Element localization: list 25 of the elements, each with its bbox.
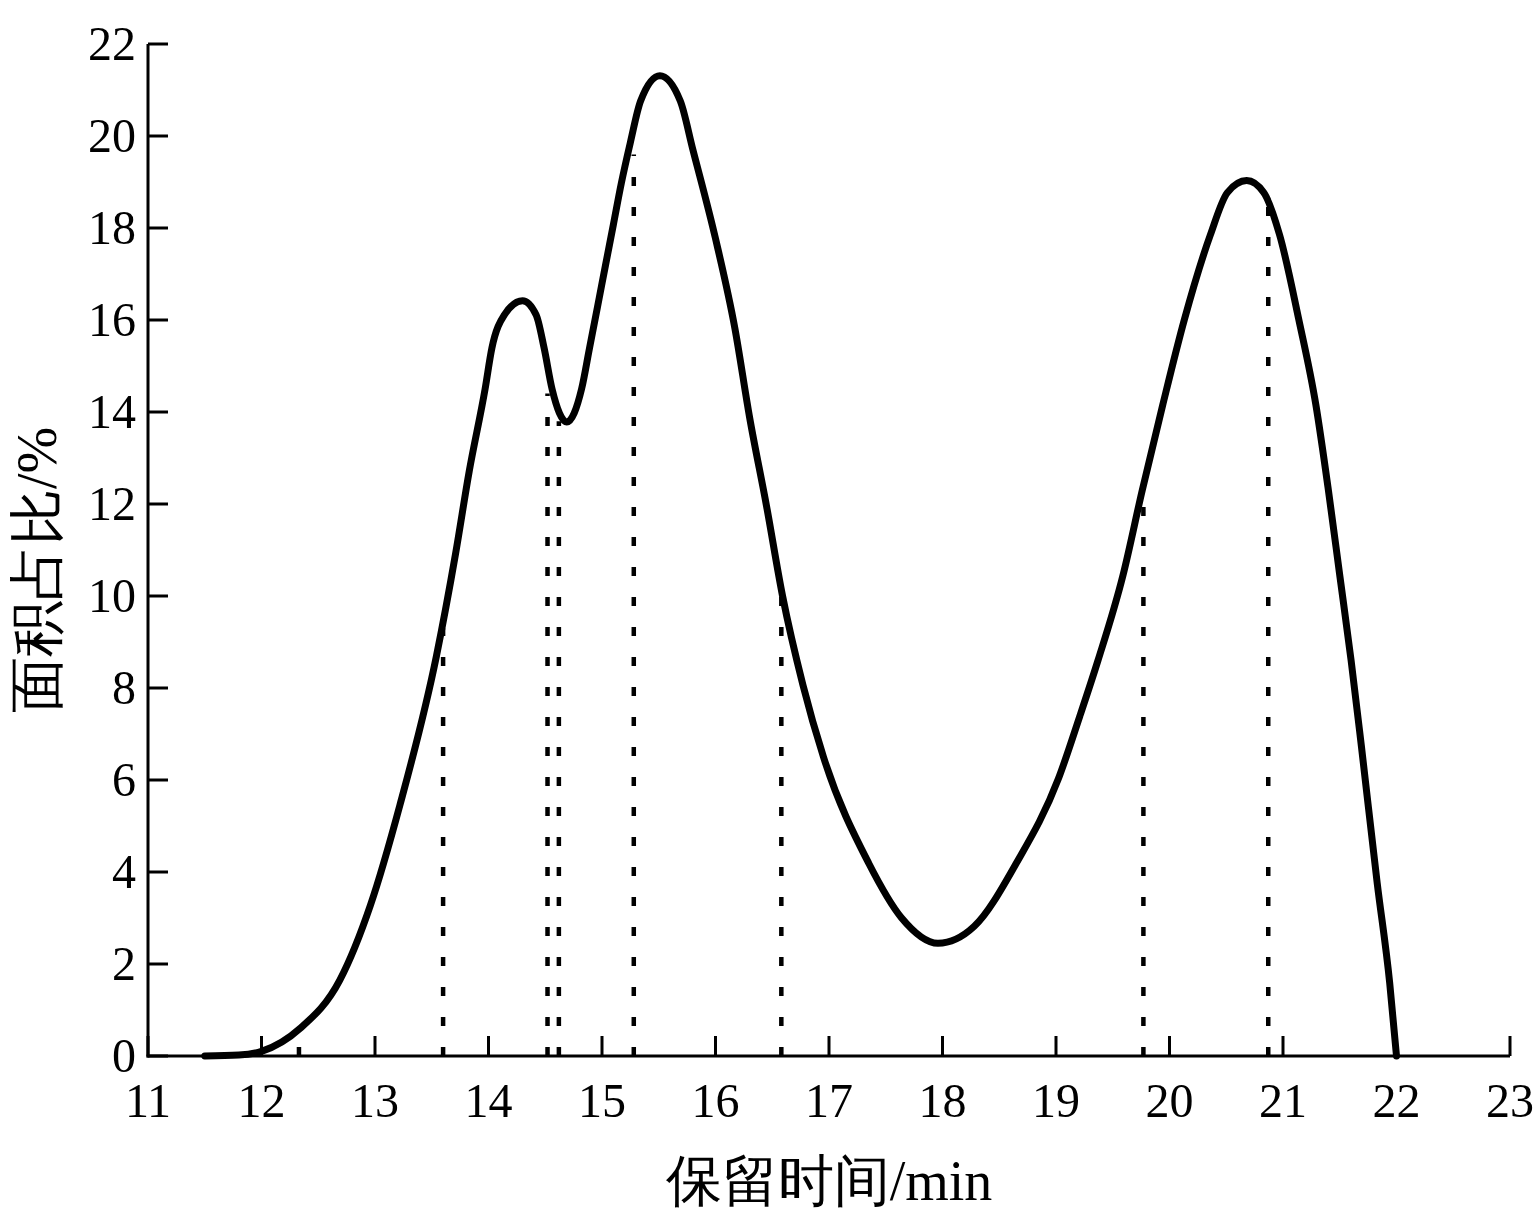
y-axis-title: 面积占比/% — [6, 426, 68, 714]
x-tick-label: 16 — [691, 1074, 740, 1127]
x-tick-label: 12 — [237, 1074, 286, 1127]
y-tick-label: 14 — [88, 385, 136, 438]
x-tick-label: 15 — [578, 1074, 626, 1127]
x-tick-label: 13 — [351, 1074, 399, 1127]
x-tick-label: 21 — [1259, 1074, 1307, 1127]
y-tick-label: 22 — [88, 17, 136, 70]
y-tick-label: 6 — [112, 753, 136, 806]
x-tick-label: 23 — [1486, 1074, 1534, 1127]
y-tick-label: 4 — [112, 845, 136, 898]
x-tick-label: 14 — [464, 1074, 513, 1127]
y-tick-label: 18 — [88, 201, 136, 254]
x-axis-title: 保留时间/min — [665, 1150, 993, 1212]
x-tick-label: 19 — [1032, 1074, 1080, 1127]
y-tick-label: 12 — [88, 477, 136, 530]
x-tick-label: 20 — [1145, 1074, 1194, 1127]
y-tick-label: 10 — [88, 569, 136, 622]
x-tick-label: 18 — [918, 1074, 967, 1127]
x-tick-label: 17 — [805, 1074, 853, 1127]
y-tick-label: 16 — [88, 293, 136, 346]
x-tick-label: 22 — [1372, 1074, 1421, 1127]
y-tick-label: 20 — [88, 109, 136, 162]
y-tick-label: 8 — [112, 661, 136, 714]
y-tick-label: 2 — [112, 937, 136, 990]
